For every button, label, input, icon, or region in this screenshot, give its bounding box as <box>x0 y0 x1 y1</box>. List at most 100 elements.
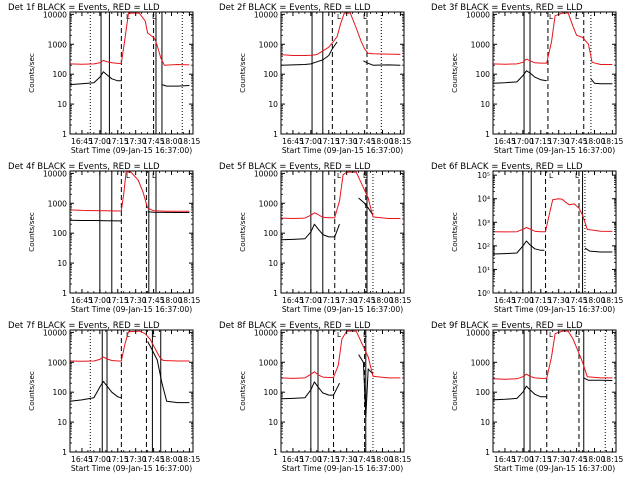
y-tick-label: 10000 <box>466 10 490 19</box>
marker-label: L <box>152 13 156 21</box>
y-tick-label: 100 <box>53 229 68 238</box>
plot-frame <box>69 329 194 453</box>
panel-title: Det 1f BLACK = Events, RED = LLD <box>8 3 160 13</box>
y-tick-label: 1000 <box>48 199 67 208</box>
x-tick-label: 18:15 <box>178 137 200 146</box>
x-tick-label: 17:30 <box>548 296 570 305</box>
events-series-line <box>363 60 401 66</box>
events-series-line <box>280 223 340 241</box>
marker-label: L <box>549 13 553 21</box>
marker-label: L <box>575 172 579 180</box>
x-axis-label: Start Time (09-Jan-15 16:37:00) <box>71 146 192 155</box>
x-tick-label: 16:45 <box>282 455 304 464</box>
y-tick-label: 1 <box>273 448 278 457</box>
x-tick-label: 18:15 <box>601 455 623 464</box>
events-series-line <box>69 71 122 86</box>
x-tick-label: 17:30 <box>548 137 570 146</box>
x-tick-label: 17:15 <box>318 296 340 305</box>
marker-label: L <box>363 13 367 21</box>
y-tick-label: 1 <box>62 130 67 139</box>
events-series-line <box>69 380 122 402</box>
events-series-line <box>147 341 190 404</box>
x-tick-label: 18:00 <box>584 296 606 305</box>
x-tick-label: 18:00 <box>161 455 183 464</box>
y-tick-label: 10 <box>57 418 67 427</box>
x-axis-label: Start Time (09-Jan-15 16:37:00) <box>71 305 192 314</box>
x-tick-label: 18:15 <box>389 137 411 146</box>
marker-label: L <box>363 172 367 180</box>
y-tick-label: 1 <box>62 448 67 457</box>
x-tick-label: 18:00 <box>161 296 183 305</box>
x-tick-label: 18:00 <box>161 137 183 146</box>
plot-frame <box>492 170 617 294</box>
x-tick-label: 18:15 <box>178 455 200 464</box>
y-axis-label: Counts/sec <box>27 212 36 252</box>
x-tick-label: 17:00 <box>300 137 322 146</box>
y-tick-label: 1000 <box>259 199 278 208</box>
marker-label: L <box>363 331 367 339</box>
panel-title: Det 8f BLACK = Events, RED = LLD <box>219 321 371 331</box>
events-series-line <box>583 377 613 381</box>
x-tick-label: 17:30 <box>336 455 358 464</box>
y-tick-label: 1000 <box>471 358 490 367</box>
y-axis-label: Counts/sec <box>27 371 36 411</box>
y-tick-label: 10 <box>57 100 67 109</box>
x-tick-label: 17:30 <box>125 455 147 464</box>
y-tick-label: 100 <box>264 388 279 397</box>
y-tick-label: 1 <box>62 289 67 298</box>
y-tick-label: 1000 <box>259 40 278 49</box>
y-tick-label: 100 <box>53 388 68 397</box>
x-tick-label: 16:45 <box>71 137 93 146</box>
x-axis-label: Start Time (09-Jan-15 16:37:00) <box>71 464 192 473</box>
panel-title: Det 9f BLACK = Events, RED = LLD <box>431 321 583 331</box>
lld-series-line <box>69 171 190 212</box>
y-axis-label: Counts/sec <box>27 53 36 93</box>
x-tick-label: 18:15 <box>178 296 200 305</box>
marker-label: L <box>549 331 553 339</box>
y-tick-label: 10 <box>268 100 278 109</box>
events-series-line <box>147 211 190 213</box>
marker-label: L <box>152 331 156 339</box>
y-tick-label: 100 <box>264 70 279 79</box>
panel-title: Det 7f BLACK = Events, RED = LLD <box>8 321 160 331</box>
y-axis-label: Counts/sec <box>238 371 247 411</box>
y-tick-label: 10⁵ <box>477 171 490 180</box>
lld-series-line <box>280 330 401 379</box>
panel-title: Det 5f BLACK = Events, RED = LLD <box>219 162 371 172</box>
x-tick-label: 17:30 <box>125 137 147 146</box>
x-tick-label: 18:15 <box>389 296 411 305</box>
plot-frame <box>69 170 194 294</box>
panel-title: Det 6f BLACK = Events, RED = LLD <box>431 162 583 172</box>
x-tick-label: 17:45 <box>566 296 588 305</box>
y-tick-label: 1 <box>273 289 278 298</box>
events-series-line <box>492 240 545 255</box>
y-tick-label: 1 <box>273 130 278 139</box>
lld-series-line <box>69 330 190 362</box>
x-tick-label: 16:45 <box>282 137 304 146</box>
plot-frame <box>69 11 194 135</box>
x-tick-label: 17:30 <box>548 455 570 464</box>
y-tick-label: 10² <box>477 242 490 251</box>
panel-title: Det 2f BLACK = Events, RED = LLD <box>219 3 371 13</box>
x-tick-label: 18:15 <box>389 455 411 464</box>
marker-label: L <box>337 172 341 180</box>
plot-frame <box>280 170 405 294</box>
x-tick-label: 17:00 <box>512 296 534 305</box>
lld-series-line <box>492 198 613 233</box>
x-tick-label: 17:45 <box>566 137 588 146</box>
y-axis-label: Counts/sec <box>238 53 247 93</box>
x-tick-label: 17:45 <box>143 137 165 146</box>
x-tick-label: 17:15 <box>530 296 552 305</box>
y-tick-label: 10 <box>480 100 490 109</box>
y-tick-label: 10000 <box>43 328 67 337</box>
events-series-line <box>492 70 547 84</box>
x-axis-label: Start Time (09-Jan-15 16:37:00) <box>494 464 615 473</box>
events-series-line <box>590 78 613 85</box>
